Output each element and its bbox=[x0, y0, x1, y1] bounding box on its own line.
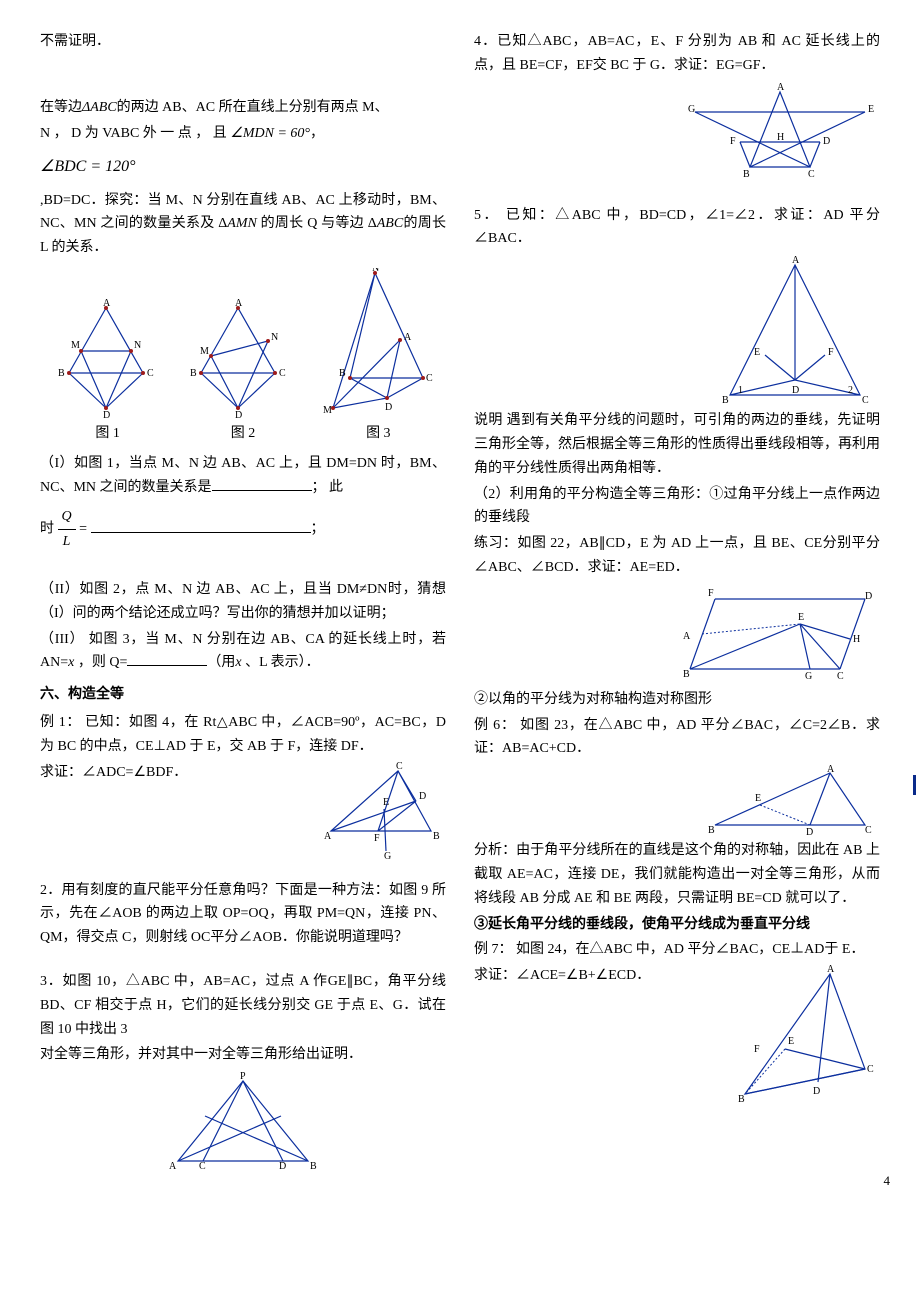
edge-decoration bbox=[913, 775, 916, 795]
svg-text:N: N bbox=[271, 332, 278, 343]
svg-text:N: N bbox=[372, 268, 379, 274]
svg-text:F: F bbox=[828, 347, 834, 358]
svg-text:G: G bbox=[805, 671, 812, 682]
svg-text:F: F bbox=[754, 1044, 760, 1055]
svg-text:E: E bbox=[755, 793, 761, 804]
svg-text:M: M bbox=[71, 340, 80, 351]
figure-24: A B D C E F bbox=[730, 964, 880, 1104]
svg-text:C: C bbox=[867, 1064, 874, 1075]
svg-text:B: B bbox=[743, 169, 750, 180]
svg-text:H: H bbox=[853, 634, 860, 645]
svg-text:M: M bbox=[323, 405, 332, 416]
svg-text:C: C bbox=[837, 671, 844, 682]
svg-text:A: A bbox=[683, 631, 691, 642]
svg-text:B: B bbox=[58, 368, 65, 379]
p7-heading: ③延长角平分线的垂线段，使角平分线成为垂直平分线 bbox=[474, 913, 880, 937]
svg-text:D: D bbox=[235, 410, 242, 418]
svg-text:D: D bbox=[385, 402, 392, 413]
svg-text:C: C bbox=[865, 825, 872, 835]
svg-text:E: E bbox=[798, 612, 804, 623]
svg-text:M: M bbox=[200, 346, 209, 357]
svg-text:C: C bbox=[396, 761, 403, 772]
svg-text:A: A bbox=[404, 332, 412, 343]
svg-text:D: D bbox=[419, 791, 426, 802]
svg-text:E: E bbox=[383, 797, 389, 808]
figure-2: A M N B C D bbox=[183, 298, 293, 418]
svg-text:B: B bbox=[708, 825, 715, 835]
svg-text:A: A bbox=[827, 765, 835, 775]
svg-text:F: F bbox=[374, 833, 380, 844]
svg-text:A: A bbox=[169, 1161, 177, 1171]
svg-text:A: A bbox=[103, 298, 111, 309]
svg-text:D: D bbox=[823, 136, 830, 147]
svg-text:F: F bbox=[730, 136, 736, 147]
svg-text:B: B bbox=[722, 395, 729, 405]
svg-text:G: G bbox=[688, 104, 695, 115]
figure-10: P A C D B bbox=[40, 1071, 446, 1171]
svg-text:C: C bbox=[279, 368, 286, 379]
svg-text:A: A bbox=[235, 298, 243, 309]
figure-1: A M N B C D bbox=[51, 298, 161, 418]
svg-text:B: B bbox=[190, 368, 197, 379]
svg-text:C: C bbox=[862, 395, 869, 405]
svg-text:C: C bbox=[808, 169, 815, 180]
equilateral-intro: 在等边ΔABC的两边 AB、AC 所在直线上分别有两点 M、 bbox=[40, 96, 446, 120]
svg-text:D: D bbox=[103, 410, 110, 418]
svg-text:D: D bbox=[806, 827, 813, 835]
svg-text:F: F bbox=[708, 588, 714, 599]
svg-text:A: A bbox=[792, 255, 800, 266]
svg-text:D: D bbox=[865, 591, 872, 602]
svg-text:B: B bbox=[683, 669, 690, 680]
page-number: 4 bbox=[884, 1170, 891, 1192]
svg-text:D: D bbox=[813, 1086, 820, 1097]
svg-text:C: C bbox=[199, 1161, 206, 1171]
svg-text:E: E bbox=[754, 347, 760, 358]
svg-text:D: D bbox=[279, 1161, 286, 1171]
svg-text:C: C bbox=[147, 368, 154, 379]
svg-text:C: C bbox=[426, 373, 433, 384]
figure-p4: A G E F D H B C bbox=[474, 82, 880, 182]
svg-text:B: B bbox=[433, 831, 440, 842]
figures-1-2-3: A M N B C D A M N B C D bbox=[40, 268, 446, 418]
section-6-heading: 六、构造全等 bbox=[40, 683, 446, 707]
svg-text:N: N bbox=[134, 340, 141, 351]
figure-22: F D A E H B G C bbox=[474, 584, 880, 684]
svg-text:B: B bbox=[339, 368, 346, 379]
svg-text:2: 2 bbox=[848, 385, 853, 396]
svg-text:G: G bbox=[384, 851, 391, 861]
svg-text:H: H bbox=[777, 132, 784, 143]
svg-text:P: P bbox=[240, 1071, 246, 1082]
figure-4: C D A F B G E bbox=[316, 761, 446, 861]
figure-23: A E B D C bbox=[474, 765, 880, 835]
svg-text:1: 1 bbox=[738, 385, 743, 396]
figure-p5: A B C D E F 1 2 bbox=[474, 255, 880, 405]
svg-text:E: E bbox=[788, 1036, 794, 1047]
svg-text:B: B bbox=[738, 1094, 745, 1104]
svg-text:A: A bbox=[777, 82, 785, 93]
line-noproof: 不需证明． bbox=[40, 30, 446, 54]
svg-text:D: D bbox=[792, 385, 799, 396]
figure-3: N A B C M D bbox=[315, 268, 435, 418]
svg-text:B: B bbox=[310, 1161, 317, 1171]
svg-text:A: A bbox=[324, 831, 332, 842]
figure-labels: 图 1 图 2 图 3 bbox=[40, 422, 446, 446]
svg-text:A: A bbox=[827, 964, 835, 975]
svg-text:E: E bbox=[868, 104, 874, 115]
